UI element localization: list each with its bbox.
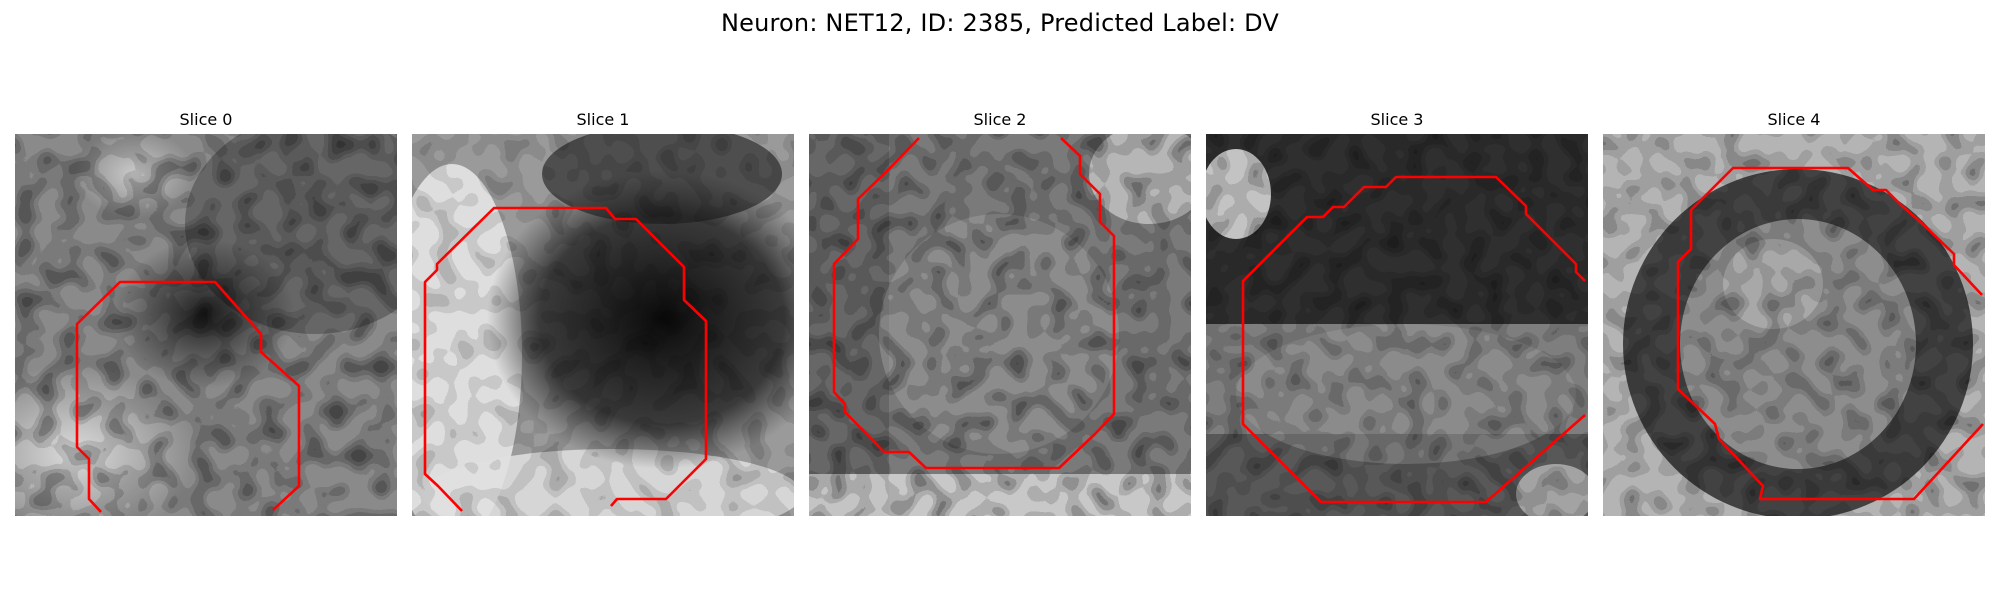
figure-title: Neuron: NET12, ID: 2385, Predicted Label… bbox=[720, 9, 1280, 37]
slice-image bbox=[1206, 134, 1588, 516]
slice-image bbox=[412, 134, 794, 516]
cell-contour bbox=[1241, 175, 1586, 504]
cell-contour bbox=[1676, 166, 1984, 501]
slice-panel-0: Slice 0 bbox=[15, 108, 397, 516]
slice-title: Slice 4 bbox=[1767, 110, 1821, 129]
slice-title: Slice 1 bbox=[576, 110, 630, 129]
slice-image-frame bbox=[412, 134, 794, 516]
slice-title: Slice 3 bbox=[1370, 110, 1424, 129]
slice-panel-2: Slice 2 bbox=[809, 108, 1191, 516]
slice-panel-1: Slice 1 bbox=[412, 108, 794, 516]
cell-contour bbox=[423, 206, 708, 512]
slice-image-frame bbox=[809, 134, 1191, 516]
cell-contour bbox=[75, 280, 301, 513]
slice-panel-3: Slice 3 bbox=[1206, 108, 1588, 516]
slice-title: Slice 0 bbox=[179, 110, 233, 129]
slice-image bbox=[809, 134, 1191, 516]
slice-image bbox=[15, 134, 397, 516]
slice-image-frame bbox=[15, 134, 397, 516]
slice-image-frame bbox=[1206, 134, 1588, 516]
slice-panel-4: Slice 4 bbox=[1603, 108, 1985, 516]
slice-title: Slice 2 bbox=[973, 110, 1027, 129]
cell-contour bbox=[832, 137, 1116, 470]
slice-image bbox=[1603, 134, 1985, 516]
slice-image-frame bbox=[1603, 134, 1985, 516]
